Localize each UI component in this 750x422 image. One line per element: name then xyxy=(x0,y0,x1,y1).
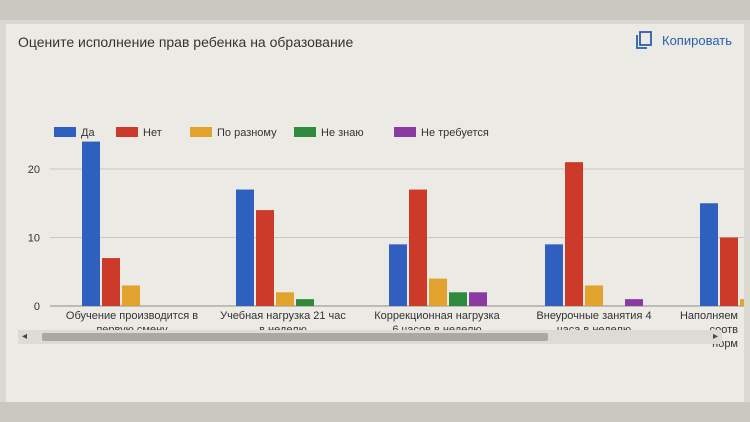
y-tick-label-0: 0 xyxy=(34,301,40,313)
legend-label-0: Да xyxy=(81,127,95,139)
legend-label-1: Нет xyxy=(143,127,162,139)
legend-swatch-4 xyxy=(394,127,416,137)
bar-0-2 xyxy=(389,244,407,306)
category-label-1-0: Учебная нагрузка 21 час xyxy=(220,310,346,322)
legend-label-3: Не знаю xyxy=(321,127,364,139)
bar-3-2 xyxy=(449,292,467,306)
chart-title: Оцените исполнение прав ребенка на образ… xyxy=(18,34,354,50)
bar-2-2 xyxy=(429,278,447,306)
bar-0-4 xyxy=(700,203,718,306)
bar-1-3 xyxy=(565,162,583,306)
copy-label: Копировать xyxy=(662,32,732,48)
bar-2-1 xyxy=(276,292,294,306)
bar-4-3 xyxy=(625,299,643,306)
bars xyxy=(82,141,744,306)
bar-0-0 xyxy=(82,141,100,306)
bar-1-0 xyxy=(102,258,120,306)
legend-label-2: По разному xyxy=(217,127,277,139)
legend: Да Нет По разному Не знаю Не требуется xyxy=(54,127,489,139)
y-tick-label-20: 20 xyxy=(28,164,40,176)
bar-0-3 xyxy=(545,244,563,306)
scroll-left-icon[interactable]: ◂ xyxy=(22,331,28,342)
legend-label-4: Не требуется xyxy=(421,127,489,139)
bar-1-1 xyxy=(256,210,274,306)
legend-swatch-1 xyxy=(116,127,138,137)
scroll-thumb[interactable] xyxy=(42,333,548,341)
copy-button[interactable]: Копировать xyxy=(634,30,732,50)
category-label-4-0: Наполняем xyxy=(680,310,738,322)
legend-swatch-3 xyxy=(294,127,316,137)
legend-swatch-2 xyxy=(190,127,212,137)
bar-2-0 xyxy=(122,285,140,306)
bar-2-4 xyxy=(740,299,744,306)
bar-0-1 xyxy=(236,189,254,306)
bar-1-4 xyxy=(720,237,738,306)
bar-3-1 xyxy=(296,299,314,306)
copy-icon xyxy=(636,31,652,49)
legend-swatch-0 xyxy=(54,127,76,137)
top-band xyxy=(0,0,750,20)
bottom-band xyxy=(0,402,750,422)
category-label-2-0: Коррекционная нагрузка xyxy=(374,310,500,322)
bar-2-3 xyxy=(585,285,603,306)
bar-4-2 xyxy=(469,292,487,306)
scroll-right-icon[interactable]: ▸ xyxy=(712,331,718,342)
y-tick-label-10: 10 xyxy=(28,233,40,245)
bar-1-2 xyxy=(409,189,427,306)
horizontal-scrollbar[interactable]: ◂ ▸ xyxy=(18,330,722,344)
category-label-0-0: Обучение производится в xyxy=(66,310,198,322)
category-label-3-0: Внеурочные занятия 4 xyxy=(536,310,651,322)
